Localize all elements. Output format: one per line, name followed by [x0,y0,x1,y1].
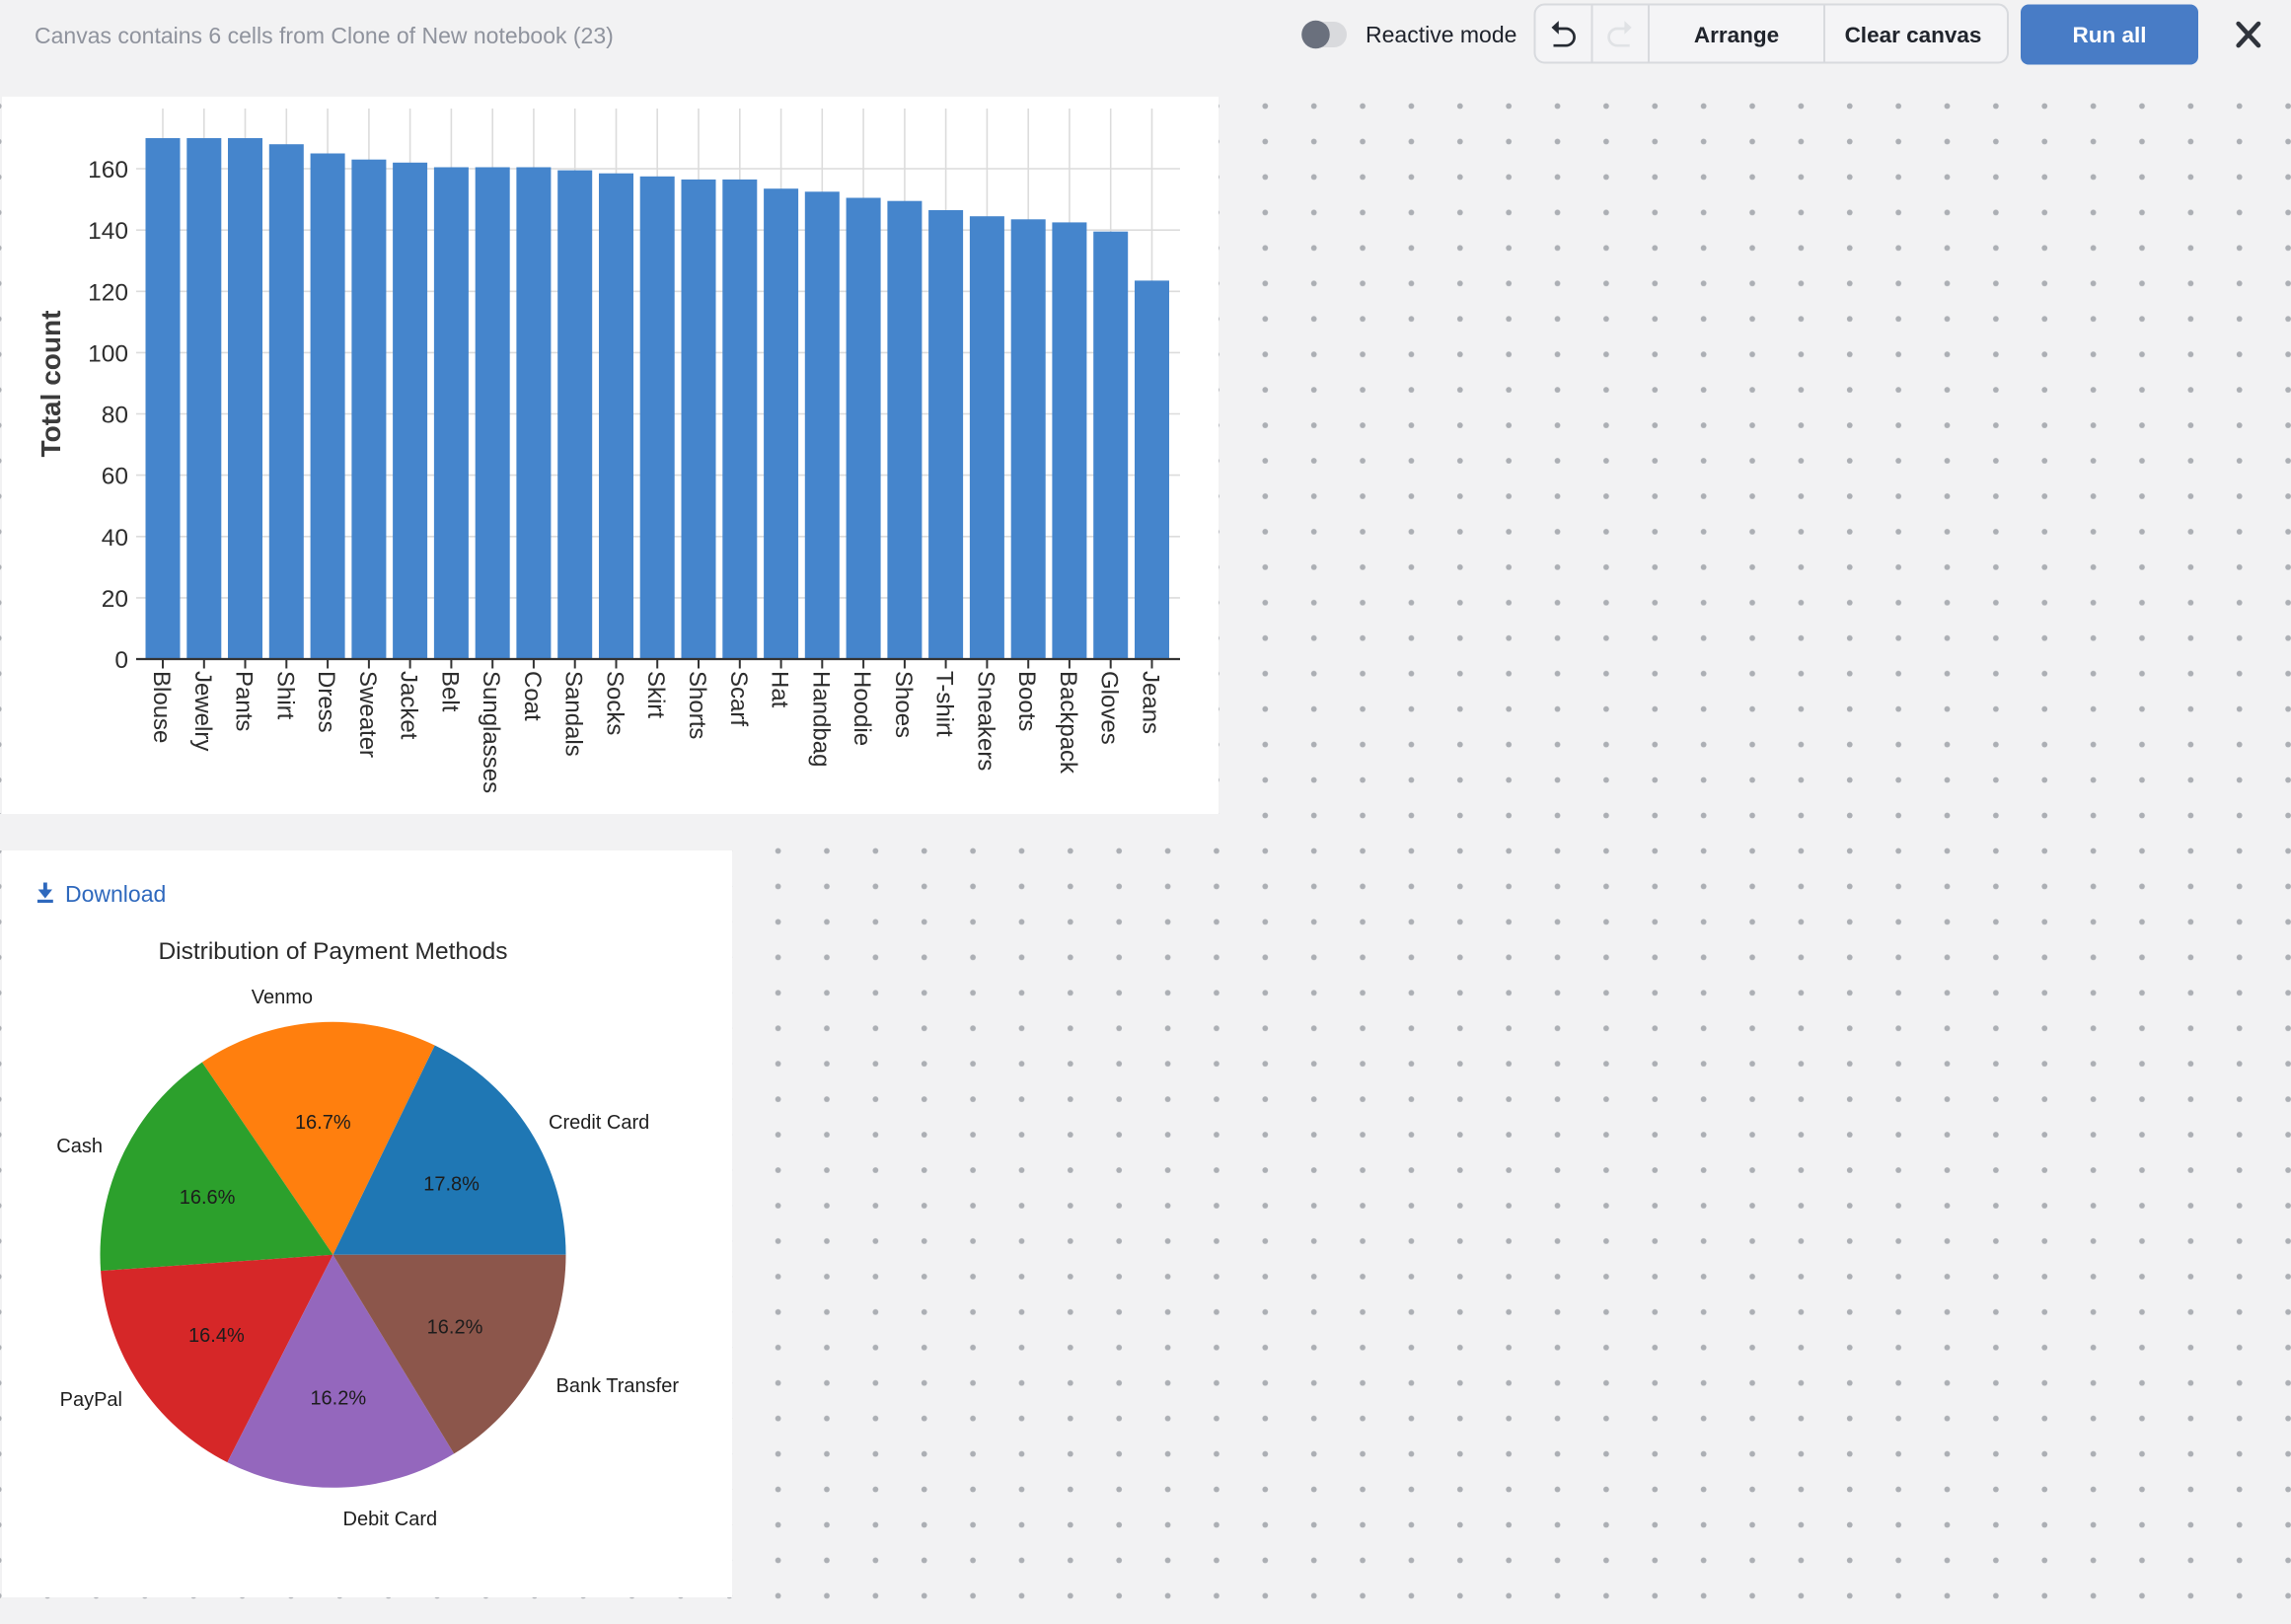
svg-text:Handbag: Handbag [807,671,834,767]
svg-text:Belt: Belt [436,671,463,712]
svg-text:Sandals: Sandals [560,671,587,757]
svg-text:PayPal: PayPal [60,1389,122,1411]
svg-text:Jacket: Jacket [396,671,422,740]
svg-text:20: 20 [102,586,128,613]
svg-text:17.8%: 17.8% [423,1174,480,1196]
svg-text:Pants: Pants [231,671,258,731]
svg-text:Total count: Total count [36,311,66,458]
svg-text:Canvas contains 6 cells from C: Canvas contains 6 cells from Clone of Ne… [35,23,614,48]
svg-text:Sweater: Sweater [354,671,381,758]
svg-text:Jewelry: Jewelry [189,671,216,751]
svg-text:Socks: Socks [602,671,628,735]
svg-text:16.4%: 16.4% [188,1325,245,1347]
svg-text:Cash: Cash [56,1136,103,1157]
svg-text:T-shirt: T-shirt [931,671,958,737]
svg-text:80: 80 [102,403,128,429]
svg-text:Shorts: Shorts [684,671,710,739]
svg-text:Skirt: Skirt [642,671,669,718]
svg-text:Bank Transfer: Bank Transfer [556,1375,680,1397]
svg-text:Shoes: Shoes [890,671,917,738]
svg-text:16.2%: 16.2% [310,1387,366,1409]
svg-text:Distribution of Payment Method: Distribution of Payment Methods [158,938,507,965]
svg-text:Run all: Run all [2072,23,2146,47]
svg-text:Hoodie: Hoodie [849,671,875,746]
svg-text:60: 60 [102,464,128,490]
svg-text:Blouse: Blouse [148,671,175,743]
svg-text:Clear canvas: Clear canvas [1845,23,1982,47]
svg-text:160: 160 [88,157,128,184]
svg-text:Hat: Hat [767,671,793,708]
svg-text:Coat: Coat [519,671,546,721]
svg-text:Backpack: Backpack [1055,671,1081,775]
svg-text:16.2%: 16.2% [427,1316,483,1338]
svg-text:140: 140 [88,218,128,245]
svg-text:Dress: Dress [313,671,339,733]
svg-text:Sneakers: Sneakers [972,671,998,771]
svg-text:Arrange: Arrange [1694,23,1779,47]
svg-text:Scarf: Scarf [725,671,752,726]
svg-text:Sunglasses: Sunglasses [478,671,504,793]
svg-text:100: 100 [88,340,128,367]
svg-text:40: 40 [102,525,128,552]
svg-text:Shirt: Shirt [271,671,298,720]
svg-text:0: 0 [114,647,128,674]
svg-text:16.6%: 16.6% [180,1187,236,1209]
svg-text:120: 120 [88,279,128,306]
svg-text:16.7%: 16.7% [295,1112,351,1134]
svg-text:Venmo: Venmo [252,987,313,1008]
svg-text:Boots: Boots [1013,671,1040,731]
svg-text:Download: Download [65,881,166,907]
svg-text:Credit Card: Credit Card [549,1112,649,1134]
svg-text:Gloves: Gloves [1096,671,1123,745]
svg-text:Jeans: Jeans [1138,671,1164,734]
svg-text:Reactive mode: Reactive mode [1366,22,1516,47]
svg-text:Debit Card: Debit Card [343,1509,438,1530]
